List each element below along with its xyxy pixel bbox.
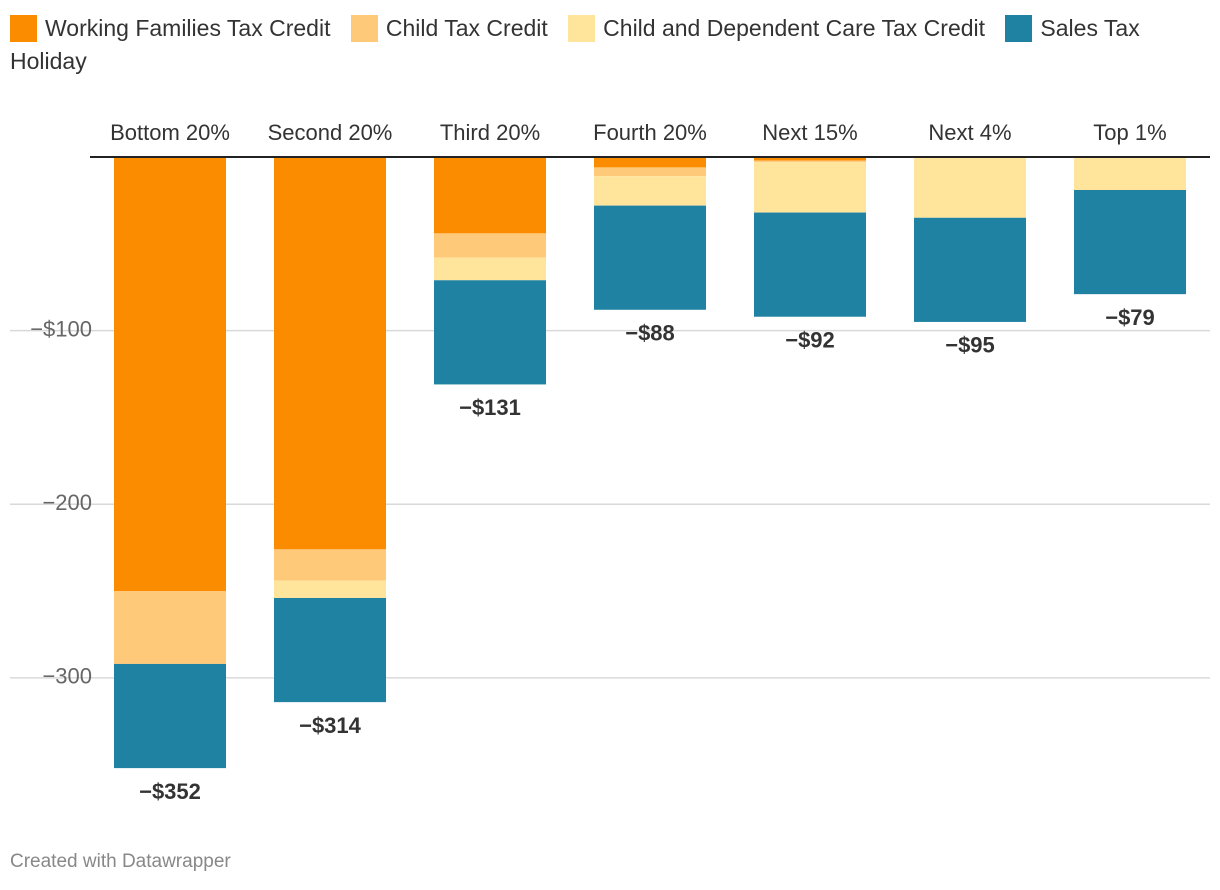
bar-segment [594, 176, 706, 206]
legend-label: Sales Tax Holiday [10, 15, 1140, 74]
bar-segment [114, 591, 226, 664]
bar-segment [754, 212, 866, 317]
bar-segment [434, 157, 546, 234]
total-label: −$352 [139, 779, 201, 804]
bar-segment [274, 597, 386, 703]
bar-segment [594, 205, 706, 310]
legend-swatch [350, 15, 378, 42]
y-tick-label: −$100 [30, 316, 92, 341]
total-label: −$131 [459, 395, 521, 420]
bar-segment [594, 167, 706, 177]
bar-segment [434, 257, 546, 281]
bar-segment [1074, 189, 1186, 295]
legend-label: Working Families Tax Credit [45, 15, 331, 41]
bar-segment [754, 160, 866, 163]
x-tick-label: Third 20% [440, 120, 540, 145]
total-label: −$314 [299, 713, 362, 738]
total-label: −$88 [625, 321, 675, 346]
legend-item: Child Tax Credit [350, 15, 548, 42]
legend-item: Child and Dependent Care Tax Credit [568, 15, 986, 42]
x-tick-label: Top 1% [1093, 120, 1166, 145]
bar-segment [754, 157, 866, 161]
bar-segment [914, 157, 1026, 218]
bar-segment [274, 580, 386, 598]
total-label: −$92 [785, 328, 835, 353]
total-label: −$79 [1105, 305, 1155, 330]
bar-segment [114, 663, 226, 769]
bar-segment [914, 217, 1026, 322]
bar-segment [434, 233, 546, 258]
footer: Created with Datawrapper [10, 851, 231, 872]
x-tick-label: Next 4% [928, 120, 1011, 145]
chart: −$100 −200 −300 Bottom 20% −$352 Second 20% −$… [10, 120, 1210, 804]
x-tick-label: Second 20% [268, 120, 393, 145]
legend-swatch [10, 15, 37, 42]
bar-segment [274, 549, 386, 581]
bar-segment [754, 162, 866, 213]
legend-swatch [568, 15, 596, 42]
legend-swatch [1005, 15, 1033, 42]
legend: Working Families Tax Credit Child Tax Cr… [10, 12, 1175, 78]
legend-item: Working Families Tax Credit [10, 15, 331, 42]
bar-segment [434, 280, 546, 385]
legend-label: Child Tax Credit [385, 15, 548, 41]
x-tick-label: Bottom 20% [110, 120, 230, 145]
x-tick-label: Fourth 20% [593, 120, 707, 145]
y-tick-label: −200 [42, 490, 92, 515]
bar-segment [1074, 157, 1186, 190]
bar-segment [274, 157, 386, 550]
x-tick-label: Next 15% [762, 120, 857, 145]
total-label: −$95 [945, 333, 995, 358]
bar-segment [594, 157, 706, 168]
bar-segment [114, 157, 226, 592]
y-tick-label: −300 [42, 664, 92, 689]
legend-label: Child and Dependent Care Tax Credit [603, 15, 986, 41]
legend-item: Sales Tax Holiday [10, 15, 1140, 74]
